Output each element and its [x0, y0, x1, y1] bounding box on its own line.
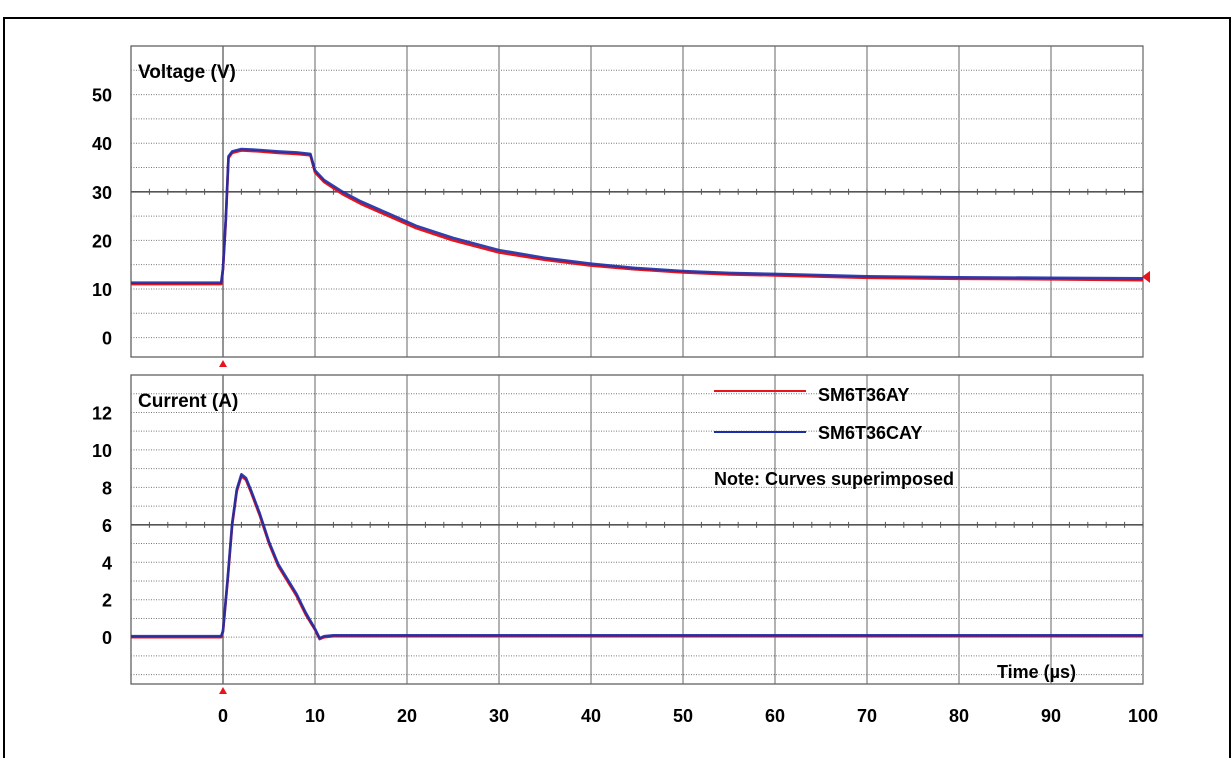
legend: SM6T36AY SM6T36CAY Note: Curves superimpos…: [714, 385, 954, 489]
voltage-plot-area: [130, 45, 1144, 358]
legend-label-sm6t36cay: SM6T36CAY: [818, 423, 922, 443]
current-trigger-marker: [219, 687, 227, 694]
time-axis: 0 10 20 30 40 50 60 70 80 90 100 Time (µs): [218, 662, 1158, 726]
x-axis-label: Time (µs): [997, 662, 1076, 682]
xtick-label: 60: [765, 706, 785, 726]
xtick-label: 30: [489, 706, 509, 726]
voltage-ytick-label: 50: [92, 86, 112, 106]
current-panel: 0 2 4 6 8 10 12 Current (A): [92, 374, 1144, 694]
current-ytick-label: 2: [102, 591, 112, 611]
xtick-label: 20: [397, 706, 417, 726]
annotation-note: Note: Curves superimposed: [714, 469, 954, 489]
xtick-label: 40: [581, 706, 601, 726]
voltage-series-sm6t36cay: [131, 147, 1144, 285]
current-ytick-label: 10: [92, 441, 112, 461]
current-ytick-label: 8: [102, 478, 112, 498]
current-series-sm6t36cay: [131, 472, 1143, 640]
level-marker: [1142, 270, 1150, 283]
voltage-trigger-marker: [219, 360, 227, 367]
voltage-ytick-label: 20: [92, 231, 112, 251]
xtick-label: 100: [1128, 706, 1158, 726]
xtick-label: 0: [218, 706, 228, 726]
legend-label-sm6t36ay: SM6T36AY: [818, 385, 909, 405]
xtick-label: 50: [673, 706, 693, 726]
current-title: Current (A): [138, 391, 238, 412]
xtick-label: 90: [1041, 706, 1061, 726]
voltage-ytick-label: 0: [102, 329, 112, 349]
current-ytick-label: 0: [102, 628, 112, 648]
current-ytick-label: 6: [102, 516, 112, 536]
voltage-ytick-label: 40: [92, 134, 112, 154]
voltage-title: Voltage (V): [138, 62, 236, 83]
xtick-label: 70: [857, 706, 877, 726]
voltage-ytick-label: 30: [92, 183, 112, 203]
voltage-ytick-label: 10: [92, 280, 112, 300]
current-ytick-label: 12: [92, 403, 112, 423]
voltage-panel: 0 10 20 30 40 50 Voltage (V): [92, 45, 1150, 367]
xtick-label: 80: [949, 706, 969, 726]
xtick-label: 10: [305, 706, 325, 726]
current-ytick-label: 4: [102, 553, 112, 573]
figure-border: [3, 17, 1231, 758]
